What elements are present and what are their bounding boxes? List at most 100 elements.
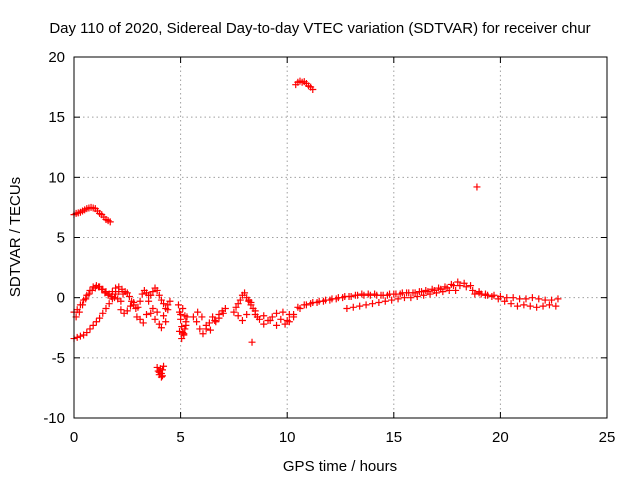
data-point <box>533 303 541 311</box>
data-point <box>83 329 91 337</box>
data-point <box>400 294 408 302</box>
data-point <box>162 318 170 326</box>
data-point <box>428 285 436 293</box>
x-tick-label: 0 <box>70 429 78 446</box>
data-point <box>503 294 511 302</box>
data-point <box>326 296 334 304</box>
data-point <box>142 311 150 319</box>
data-point <box>157 324 165 332</box>
data-point <box>541 296 549 304</box>
data-point <box>435 284 443 292</box>
series-cluster-4h-low <box>153 362 168 381</box>
data-point <box>149 288 157 296</box>
y-tick-label: 20 <box>48 49 65 66</box>
data-point <box>535 295 543 303</box>
data-point <box>439 288 447 296</box>
data-point <box>106 218 114 226</box>
data-point <box>358 290 366 298</box>
data-point <box>377 291 385 299</box>
data-point <box>413 292 421 300</box>
data-point <box>177 311 185 319</box>
data-point <box>488 292 496 300</box>
data-point <box>375 298 383 306</box>
data-point <box>157 296 165 304</box>
data-point <box>123 307 131 315</box>
data-point <box>89 321 97 329</box>
data-point <box>138 290 146 298</box>
axes: 0 5 10 15 20 25 -10 -5 0 5 10 15 20 <box>43 49 615 446</box>
series-curve-main-rise <box>283 282 489 325</box>
data-point <box>117 306 125 314</box>
data-point <box>475 288 483 296</box>
data-point <box>158 366 166 374</box>
data-point <box>196 325 204 333</box>
data-point <box>260 320 268 328</box>
data-point <box>388 296 396 304</box>
data-point <box>147 291 155 299</box>
x-tick-label: 25 <box>599 429 616 446</box>
data-point <box>343 304 351 312</box>
data-point <box>145 297 153 305</box>
data-point <box>82 295 90 303</box>
data-point <box>86 325 94 333</box>
data-point <box>92 318 100 326</box>
data-point <box>209 313 217 321</box>
data-point <box>422 286 430 294</box>
data-point <box>245 296 253 304</box>
data-point <box>467 282 475 290</box>
data-point <box>441 283 449 291</box>
data-point <box>234 312 242 320</box>
data-point <box>456 282 464 290</box>
data-point <box>473 183 481 191</box>
data-point <box>102 304 110 312</box>
data-point <box>552 302 560 310</box>
series-cluster-7_5-8_5h <box>230 289 259 346</box>
data-point <box>198 313 206 321</box>
data-point <box>273 309 281 317</box>
data-point <box>545 301 553 309</box>
data-point <box>176 327 184 335</box>
data-point <box>362 301 370 309</box>
data-point <box>202 321 210 329</box>
data-point <box>112 284 120 292</box>
data-point <box>136 297 144 305</box>
data-point <box>356 302 364 310</box>
data-point <box>147 309 155 317</box>
data-point <box>164 306 172 314</box>
data-point <box>396 290 404 298</box>
data-point <box>409 289 417 297</box>
series-cluster-6-7h <box>189 304 229 338</box>
x-tick-label: 5 <box>176 429 184 446</box>
data-point <box>79 301 87 309</box>
data-point <box>241 289 249 297</box>
data-point <box>516 295 524 303</box>
series-cluster-8_5-10h <box>251 308 298 329</box>
data-point <box>454 278 462 286</box>
data-point <box>351 291 359 299</box>
data-point <box>174 301 182 309</box>
data-point <box>383 291 391 299</box>
data-point <box>513 302 521 310</box>
series-curve-late <box>471 288 562 311</box>
y-tick-label: -10 <box>43 410 65 427</box>
data-point <box>268 313 276 321</box>
chart-title: Day 110 of 2020, Sidereal Day-to-day VTE… <box>49 20 590 37</box>
scatter-points <box>70 77 562 381</box>
data-point <box>548 296 556 304</box>
data-point <box>136 315 144 323</box>
data-point <box>155 320 163 328</box>
series-isolated-point <box>473 183 481 191</box>
data-point <box>232 303 240 311</box>
series-curve-secondary <box>343 286 460 312</box>
data-point <box>166 297 174 305</box>
data-point <box>155 291 163 299</box>
x-tick-label: 20 <box>492 429 509 446</box>
data-point <box>420 291 428 299</box>
data-point <box>117 297 125 305</box>
data-point <box>522 295 530 303</box>
data-point <box>319 297 327 305</box>
data-point <box>181 312 189 320</box>
data-point <box>238 317 246 325</box>
grid <box>74 57 607 418</box>
